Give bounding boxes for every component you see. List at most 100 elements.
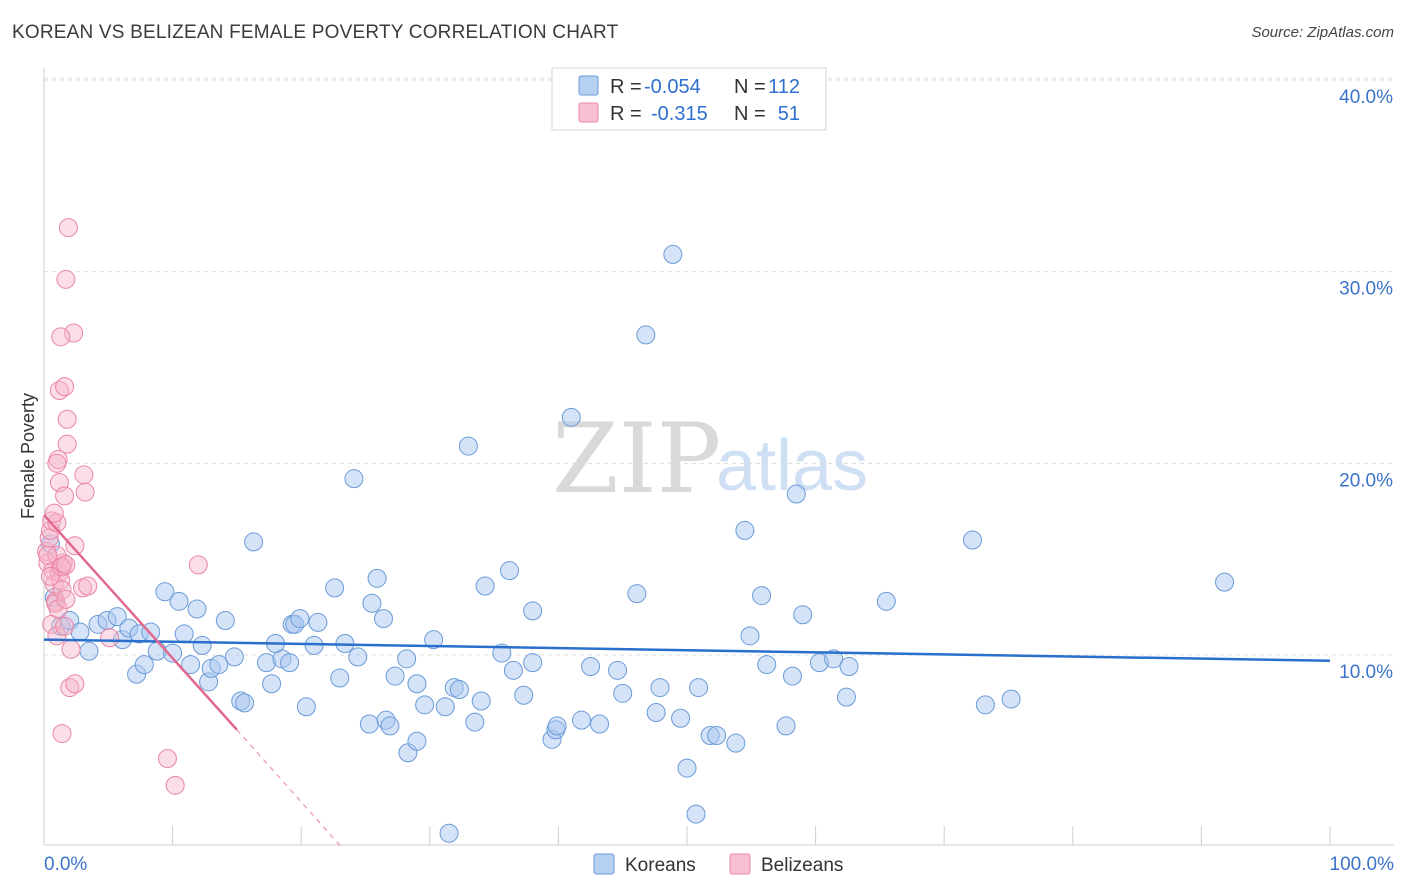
koreans-point-37: [290, 609, 310, 629]
koreans-point-98: [793, 605, 813, 625]
koreans-point-65: [492, 643, 512, 663]
y-axis-title: Female Poverty: [18, 393, 38, 519]
koreans-point-32: [262, 674, 282, 694]
koreans-point-102: [839, 657, 859, 676]
koreans-point-17: [163, 643, 183, 663]
koreans-point-78: [613, 683, 633, 703]
koreans-point-104: [962, 530, 982, 550]
koreans-point-22: [192, 635, 212, 655]
koreans-point-55: [407, 674, 427, 694]
koreans-point-81: [646, 703, 666, 722]
bottom-legend-swatch-koreans: [593, 853, 615, 875]
legend-r-label-koreans: R =: [610, 76, 642, 98]
koreans-point-70: [523, 653, 543, 673]
belizeans-point-29: [57, 409, 77, 429]
belizeans-point-15: [52, 580, 72, 600]
koreans-point-44: [344, 469, 364, 489]
series-belizeans: [37, 218, 208, 795]
koreans-point-26: [215, 611, 235, 630]
belizeans-point-20: [44, 503, 64, 523]
belizeans-point-24: [47, 453, 67, 473]
x-tick-label-max: 100.0%: [1330, 854, 1395, 875]
koreans-point-106: [1001, 689, 1021, 709]
belizeans-point-28: [55, 377, 75, 397]
koreans-point-92: [740, 626, 760, 646]
koreans-point-56: [407, 731, 427, 751]
koreans-point-79: [627, 584, 647, 604]
koreans-point-83: [663, 244, 683, 264]
koreans-point-107: [1215, 572, 1235, 592]
belizeans-point-44: [78, 576, 98, 596]
koreans-point-34: [280, 653, 300, 673]
belizeans-point-37: [60, 678, 80, 698]
koreans-point-59: [435, 697, 455, 717]
koreans-point-68: [514, 685, 534, 705]
belizeans-point-49: [38, 545, 58, 565]
koreans-point-47: [362, 593, 382, 613]
belizeans-point-47: [165, 775, 185, 795]
legend-r-value-belizeans: -0.315: [651, 103, 708, 125]
koreans-point-85: [677, 758, 697, 778]
legend-swatch-belizeans: [578, 102, 599, 123]
belizeans-point-45: [100, 628, 120, 648]
belizeans-trend-line: [43, 514, 238, 731]
koreans-point-75: [572, 710, 592, 730]
koreans-point-45: [348, 647, 368, 667]
series-legend: Koreans Belizeans: [593, 853, 843, 876]
legend-r-label-belizeans: R =: [610, 103, 642, 125]
koreans-point-62: [458, 436, 478, 456]
y-tick-label-30: 30.0%: [1339, 279, 1393, 300]
koreans-point-97: [786, 484, 806, 504]
belizeans-point-33: [56, 269, 76, 289]
koreans-point-109: [608, 660, 628, 680]
chart-title: KOREAN VS BELIZEAN FEMALE POVERTY CORREL…: [12, 22, 619, 43]
koreans-point-96: [782, 666, 802, 686]
watermark-zip: ZIP: [552, 403, 721, 515]
koreans-point-18: [169, 591, 189, 611]
x-tick-label-min: 0.0%: [44, 854, 87, 875]
koreans-point-110: [471, 691, 491, 711]
koreans-point-63: [465, 712, 485, 732]
belizeans-point-31: [64, 323, 84, 343]
belizeans-point-18: [56, 589, 76, 609]
koreans-point-100: [824, 649, 844, 669]
belizeans-point-40: [65, 536, 85, 556]
belizeans-trend-extension: [236, 729, 342, 848]
koreans-point-13: [134, 655, 154, 675]
koreans-point-27: [224, 647, 244, 667]
belizeans-point-46: [157, 749, 177, 768]
koreans-point-80: [636, 325, 656, 345]
koreans-point-58: [424, 630, 444, 650]
belizeans-point-38: [65, 674, 85, 694]
koreans-point-25: [209, 655, 229, 675]
belizeans-point-43: [75, 482, 95, 502]
koreans-point-30: [244, 532, 264, 552]
koreans-point-66: [500, 561, 520, 581]
koreans-point-95: [776, 716, 796, 736]
belizeans-point-30: [57, 434, 77, 454]
koreans-point-86: [686, 804, 706, 824]
legend-n-label-belizeans: N =: [734, 103, 766, 125]
y-tick-label-40: 40.0%: [1339, 87, 1393, 108]
koreans-point-5: [79, 641, 99, 661]
y-tick-label-10: 10.0%: [1339, 662, 1393, 683]
source-credit: Source: ZipAtlas.com: [1251, 24, 1394, 41]
koreans-point-101: [836, 687, 856, 707]
bottom-legend-label-koreans: Koreans: [625, 855, 696, 876]
y-tick-label-20: 20.0%: [1339, 470, 1393, 491]
koreans-point-90: [726, 733, 746, 753]
belizeans-point-32: [51, 327, 71, 347]
koreans-point-20: [181, 655, 201, 675]
legend-swatch-koreans: [578, 75, 599, 96]
koreans-point-46: [359, 714, 379, 734]
belizeans-point-11: [48, 599, 68, 619]
koreans-point-51: [380, 716, 400, 736]
belizeans-point-27: [49, 381, 69, 400]
belizeans-point-50: [40, 566, 60, 586]
koreans-point-94: [757, 655, 777, 675]
series-koreans: [40, 244, 1235, 843]
koreans-point-53: [397, 649, 417, 669]
legend-n-value-belizeans: 51: [778, 103, 800, 125]
belizeans-point-39: [52, 724, 72, 744]
trend-lines: [43, 514, 1331, 848]
